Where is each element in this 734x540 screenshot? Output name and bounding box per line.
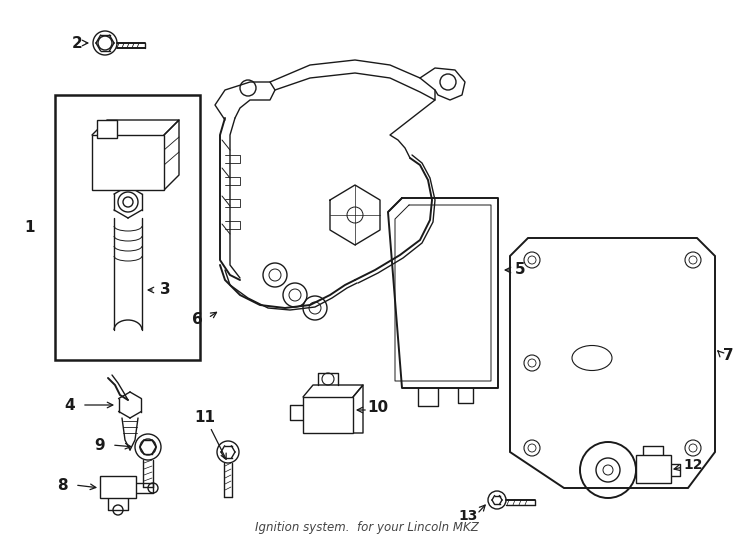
Text: 6: 6: [192, 313, 203, 327]
Text: 13: 13: [458, 509, 478, 523]
Bar: [92, 135, 164, 190]
Text: 12: 12: [683, 458, 702, 472]
Text: 4: 4: [65, 397, 76, 413]
Bar: [100, 476, 136, 498]
Text: 5: 5: [515, 262, 526, 278]
Text: 9: 9: [95, 437, 105, 453]
Text: 11: 11: [195, 410, 216, 426]
Text: 1: 1: [25, 219, 35, 234]
Text: 7: 7: [723, 348, 733, 362]
Text: 2: 2: [72, 36, 82, 51]
Bar: [303, 397, 353, 433]
Bar: [636, 455, 671, 483]
Bar: [97, 120, 117, 138]
Text: 10: 10: [368, 401, 388, 415]
Bar: [55, 95, 200, 360]
Text: Ignition system.  for your Lincoln MKZ: Ignition system. for your Lincoln MKZ: [255, 522, 479, 535]
Text: 8: 8: [57, 477, 68, 492]
Text: 3: 3: [160, 282, 170, 298]
